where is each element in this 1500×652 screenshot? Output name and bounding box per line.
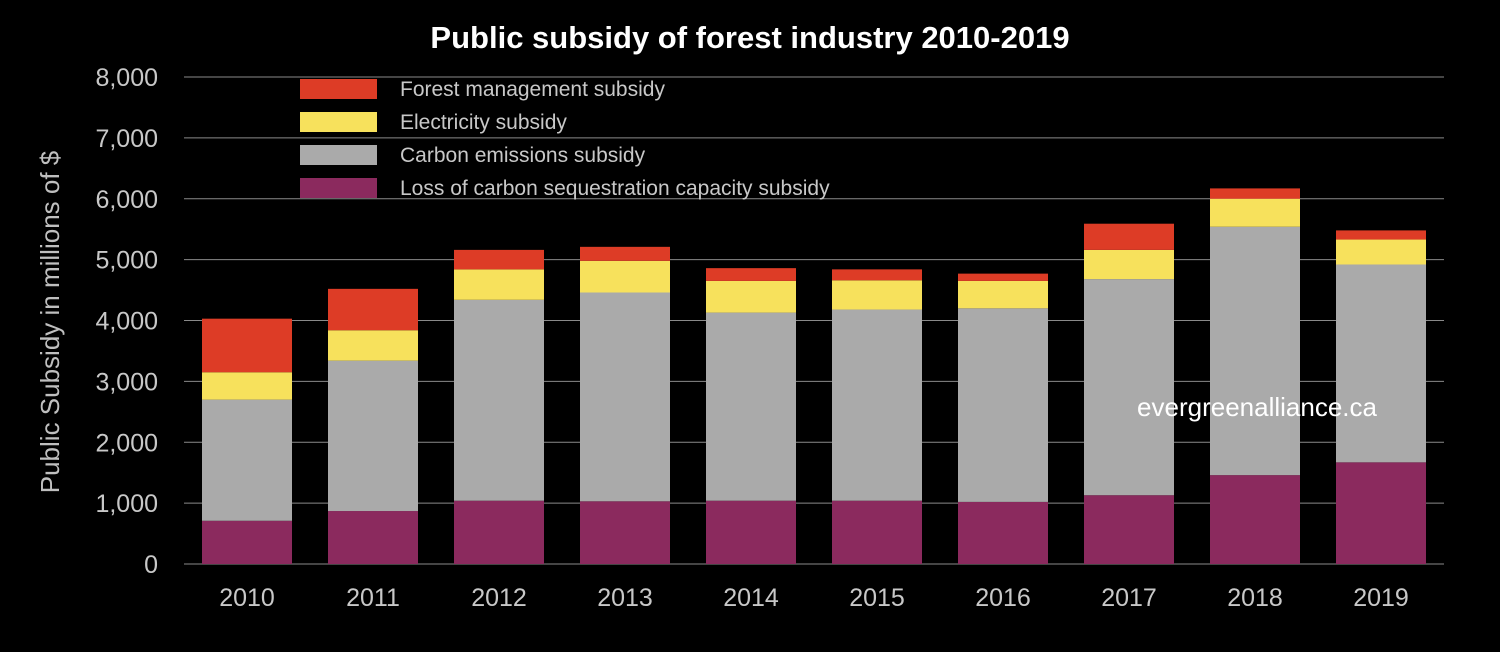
bar-segment <box>958 308 1048 502</box>
x-tick-label: 2018 <box>1227 584 1283 612</box>
bar-segment <box>328 288 418 331</box>
y-tick-label: 2,000 <box>95 429 158 457</box>
legend-swatch <box>300 112 377 132</box>
bar-segment <box>454 500 544 564</box>
bar-segment <box>958 273 1048 281</box>
bar-segment <box>832 309 922 501</box>
bar-segment <box>706 312 796 501</box>
bar-segment <box>1210 188 1300 199</box>
bar-segment <box>202 520 292 564</box>
bar-segment <box>832 500 922 564</box>
legend-label: Carbon emissions subsidy <box>400 144 646 167</box>
legend-swatch <box>300 79 377 99</box>
x-tick-label: 2011 <box>346 584 400 612</box>
bar-segment <box>580 292 670 502</box>
bar-segment <box>1336 239 1426 265</box>
bar-segment <box>1336 264 1426 463</box>
x-tick-label: 2013 <box>597 584 653 612</box>
bar-segment <box>454 299 544 501</box>
legend-label: Electricity subsidy <box>400 111 567 134</box>
legend-swatch <box>300 145 377 165</box>
bar-segment <box>958 280 1048 309</box>
bar-segment <box>580 260 670 293</box>
y-tick-label: 1,000 <box>95 490 158 518</box>
x-tick-label: 2012 <box>471 584 527 612</box>
bar-segment <box>706 500 796 564</box>
bar-segment <box>202 372 292 400</box>
x-tick-label: 2016 <box>975 584 1031 612</box>
y-axis-label: Public Subsidy in millions of $ <box>35 150 65 493</box>
y-tick-label: 7,000 <box>95 125 158 153</box>
y-tick-labels: 0 1,000 2,000 3,000 4,000 5,000 6,000 7,000 8,00… <box>95 64 158 579</box>
bar-segment <box>1210 226 1300 476</box>
y-tick-label: 5,000 <box>95 247 158 275</box>
chart-title: Public subsidy of forest industry 2010-2… <box>430 20 1069 55</box>
x-tick-label: 2019 <box>1353 584 1409 612</box>
bar-segment <box>1210 475 1300 564</box>
bar-segment <box>202 318 292 373</box>
y-tick-label: 3,000 <box>95 368 158 396</box>
bar-segment <box>202 399 292 521</box>
x-tick-label: 2010 <box>219 584 275 612</box>
bar-segment <box>328 360 418 512</box>
x-tick-labels: 2010 2011 2012 2013 2014 2015 2016 2017 2018 2019 <box>219 584 1409 612</box>
legend-swatch <box>300 178 377 198</box>
bar-segment <box>832 280 922 310</box>
bar-segment <box>1084 495 1174 564</box>
bar-segment <box>1336 230 1426 240</box>
bar-segment <box>1210 198 1300 227</box>
x-tick-label: 2017 <box>1101 584 1157 612</box>
y-tick-label: 6,000 <box>95 186 158 214</box>
bar-segment <box>1084 223 1174 250</box>
x-tick-label: 2014 <box>723 584 779 612</box>
x-tick-label: 2015 <box>849 584 905 612</box>
bar-segment <box>328 330 418 361</box>
y-tick-label: 0 <box>144 551 158 579</box>
legend: Forest management subsidy Electricity sub… <box>300 78 830 200</box>
bar-segment <box>1084 279 1174 496</box>
bar-segment <box>958 501 1048 564</box>
bar-segment <box>706 280 796 313</box>
y-tick-label: 8,000 <box>95 64 158 92</box>
bar-segment <box>1336 462 1426 564</box>
bars <box>202 188 1426 564</box>
bar-segment <box>1084 249 1174 280</box>
watermark-annotation: evergreenalliance.ca <box>1137 392 1377 422</box>
legend-label: Forest management subsidy <box>400 78 665 101</box>
bar-segment <box>454 269 544 300</box>
bar-segment <box>580 246 670 261</box>
y-tick-label: 4,000 <box>95 308 158 336</box>
legend-label: Loss of carbon sequestration capacity su… <box>400 177 830 200</box>
bar-segment <box>832 269 922 281</box>
bar-segment <box>454 249 544 270</box>
bar-segment <box>328 511 418 564</box>
bar-segment <box>580 501 670 564</box>
bar-segment <box>706 268 796 281</box>
